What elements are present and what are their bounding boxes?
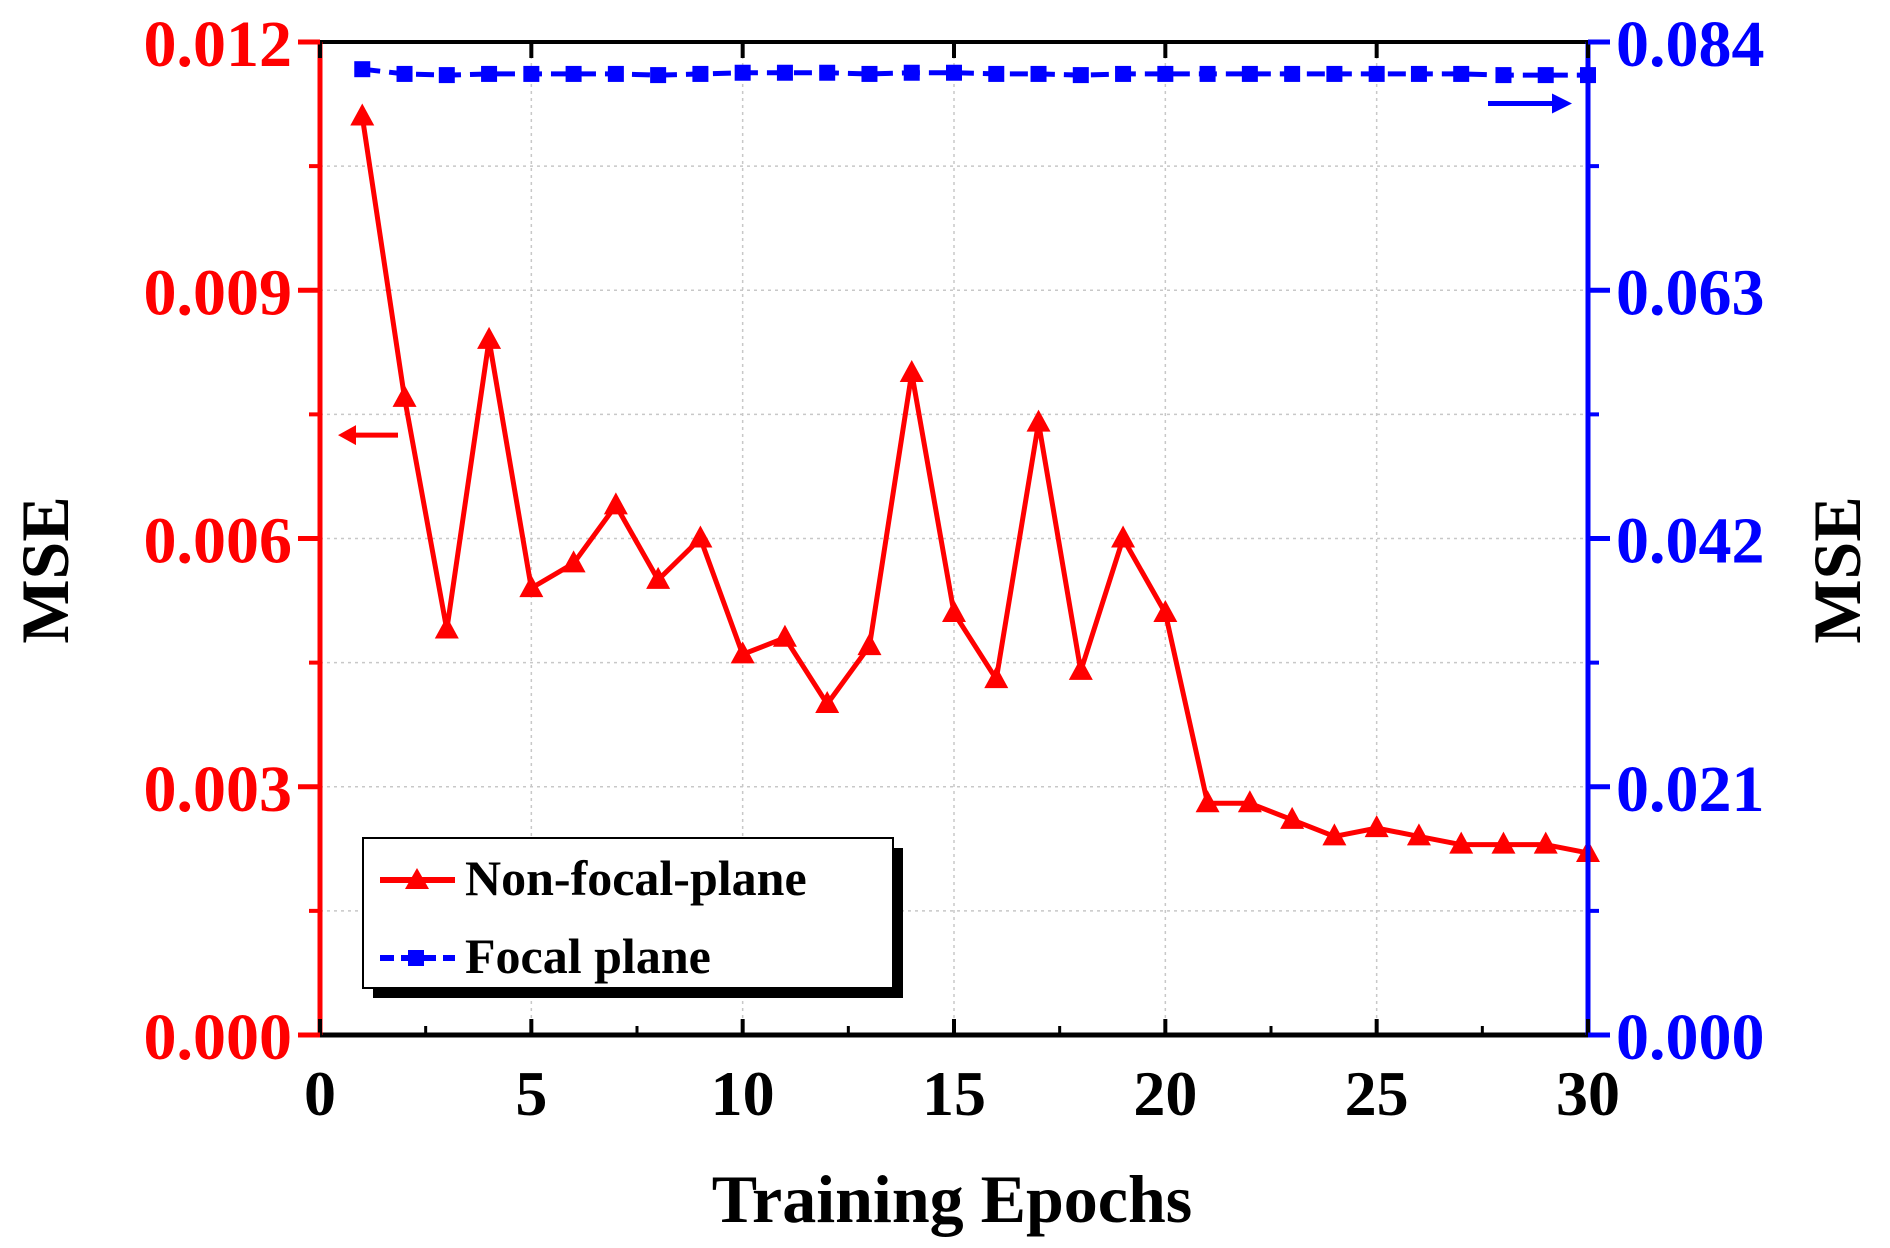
legend: Non-focal-plane Focal plane	[362, 837, 903, 998]
data-point-triangle	[815, 691, 840, 713]
legend-triangle-marker	[405, 868, 429, 889]
data-point-triangle	[942, 599, 966, 622]
data-point-triangle	[350, 103, 375, 126]
x-tick-label: 10	[711, 1058, 775, 1129]
data-point-square	[481, 65, 498, 82]
data-point-triangle	[1449, 831, 1474, 854]
data-point-triangle	[1491, 831, 1516, 854]
data-point-triangle	[984, 666, 1009, 689]
data-point-square	[1410, 65, 1427, 82]
data-point-square	[607, 65, 624, 82]
data-point-square	[946, 64, 962, 81]
x-tick-label: 30	[1556, 1058, 1620, 1129]
left-y-tick-label: 0.000	[144, 1001, 293, 1074]
data-point-square	[1115, 65, 1132, 82]
data-point-triangle	[1322, 823, 1347, 846]
data-point-triangle	[688, 525, 713, 548]
x-tick-label: 25	[1345, 1058, 1409, 1129]
left-y-tick-label: 0.003	[144, 753, 293, 826]
left-arrow-icon	[338, 425, 356, 446]
data-point-triangle	[899, 360, 924, 382]
data-point-triangle	[772, 624, 797, 647]
data-point-square	[1326, 65, 1343, 82]
y-axis-title-left: MSE	[7, 496, 83, 643]
data-point-square	[650, 67, 667, 84]
data-point-triangle	[857, 633, 882, 656]
tick-labels: 0 5 10 15 20 25 300.0000.0030.0060.0090.0120.0…	[144, 8, 1765, 1129]
x-axis-title: Training Epochs	[712, 1161, 1193, 1237]
data-point-square	[1030, 65, 1047, 82]
data-point-triangle	[1406, 823, 1431, 846]
data-point-triangle	[1026, 409, 1051, 432]
data-point-square	[354, 61, 371, 78]
data-point-square	[1368, 65, 1385, 82]
legend-item-non-focal-plane: Non-focal-plane	[380, 850, 807, 906]
data-point-square	[861, 65, 878, 82]
data-point-triangle	[1237, 790, 1262, 813]
data-point-square	[438, 67, 455, 84]
series-line	[361, 66, 1588, 78]
axes	[298, 39, 1610, 1038]
series-layer	[350, 61, 1600, 862]
data-point-triangle	[1280, 806, 1305, 829]
right-y-tick-label: 0.042	[1616, 505, 1765, 578]
data-point-square	[523, 65, 540, 82]
legend-item-focal-plane: Focal plane	[380, 928, 711, 984]
data-point-triangle	[392, 384, 417, 407]
data-point-triangle	[603, 492, 628, 515]
right-y-tick-label: 0.063	[1616, 256, 1765, 329]
x-tick-label: 5	[515, 1058, 547, 1129]
data-point-square	[1453, 65, 1470, 82]
data-point-square	[1157, 65, 1174, 82]
x-tick-label: 20	[1133, 1058, 1197, 1129]
x-tick-label: 0	[304, 1058, 336, 1129]
right-arrow-icon	[1552, 93, 1572, 114]
data-point-triangle	[1533, 831, 1558, 854]
data-point-triangle	[477, 326, 502, 349]
right-y-tick-label: 0.021	[1616, 753, 1765, 826]
data-point-square	[1537, 67, 1554, 84]
data-point-triangle	[434, 616, 459, 639]
data-point-square	[903, 64, 920, 81]
data-point-triangle	[1153, 599, 1178, 622]
data-point-triangle	[730, 641, 755, 664]
data-point-square	[1241, 65, 1258, 82]
left-y-tick-label: 0.012	[144, 8, 293, 81]
data-point-square	[565, 65, 582, 82]
y-axis-title-right: MSE	[1799, 496, 1875, 643]
right-y-tick-label: 0.000	[1616, 1001, 1765, 1074]
data-point-triangle	[1068, 657, 1093, 680]
data-point-square	[1199, 65, 1216, 82]
series-1	[354, 61, 1596, 84]
data-point-triangle	[561, 550, 586, 573]
data-point-square	[1284, 65, 1301, 82]
legend-box	[362, 837, 894, 989]
axis-indicator-arrows	[338, 93, 1572, 446]
data-point-triangle	[1195, 790, 1220, 813]
data-point-square	[396, 65, 413, 82]
data-point-square	[692, 65, 709, 82]
data-point-square	[734, 64, 751, 81]
left-y-tick-label: 0.009	[144, 256, 293, 329]
data-point-square	[819, 64, 836, 81]
data-point-square	[988, 65, 1005, 82]
x-tick-label: 15	[922, 1058, 986, 1129]
legend-label-series-0: Non-focal-plane	[465, 850, 807, 906]
data-point-square	[1495, 67, 1512, 84]
data-point-triangle	[519, 575, 544, 598]
legend-label-series-1: Focal plane	[465, 928, 711, 984]
data-point-triangle	[1111, 525, 1136, 548]
data-point-triangle	[646, 566, 671, 589]
left-y-tick-label: 0.006	[144, 505, 293, 578]
data-point-triangle	[1364, 815, 1389, 838]
series-line	[359, 116, 1589, 856]
data-point-square	[776, 64, 793, 81]
series-0	[350, 103, 1600, 862]
data-point-square	[1072, 67, 1089, 84]
right-y-tick-label: 0.084	[1616, 8, 1765, 81]
legend-square-marker	[408, 950, 424, 966]
